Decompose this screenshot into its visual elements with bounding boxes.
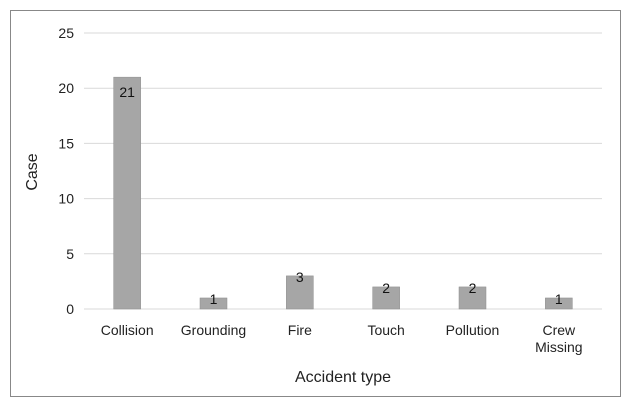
data-label: 21	[119, 84, 135, 100]
chart-frame	[10, 10, 621, 397]
y-tick-label: 10	[58, 191, 74, 207]
x-tick-line: Touch	[367, 322, 404, 338]
y-axis-title: Case	[24, 153, 41, 190]
gridlines	[84, 32, 602, 310]
x-tick-line: Fire	[288, 322, 312, 338]
bar	[458, 286, 487, 310]
x-tick-labels: Collision Grounding Fire Touch Pollution Crew…	[101, 322, 583, 355]
x-tick-line: Collision	[101, 322, 154, 338]
x-tick-label: Crew Missing	[535, 322, 582, 355]
bar	[113, 76, 141, 310]
data-label: 1	[555, 291, 563, 307]
y-tick-label: 20	[58, 80, 74, 96]
x-axis-title: Accident type	[295, 369, 391, 386]
data-label: 2	[469, 280, 477, 296]
bar	[199, 297, 228, 310]
data-label: 2	[382, 280, 390, 296]
bar	[372, 286, 400, 310]
bar	[545, 297, 573, 310]
data-label: 3	[296, 269, 304, 285]
x-tick-label: Touch	[367, 322, 404, 338]
x-tick-label: Pollution	[446, 322, 500, 338]
x-tick-line: Grounding	[181, 322, 246, 338]
x-tick-label: Grounding	[181, 322, 246, 338]
y-tick-label: 5	[66, 246, 74, 262]
data-label: 1	[210, 291, 218, 307]
x-tick-label: Fire	[288, 322, 312, 338]
bars	[113, 76, 573, 310]
x-tick-line: Pollution	[446, 322, 500, 338]
x-tick-line: Crew	[542, 322, 576, 338]
y-tick-label: 25	[58, 25, 74, 41]
y-tick-label: 0	[66, 301, 74, 317]
y-tick-label: 15	[58, 135, 74, 151]
x-tick-label: Collision	[101, 322, 154, 338]
bar	[286, 275, 314, 310]
y-tick-labels: 0 5 10 15 20 25	[58, 25, 74, 317]
x-tick-line: Missing	[535, 339, 582, 355]
